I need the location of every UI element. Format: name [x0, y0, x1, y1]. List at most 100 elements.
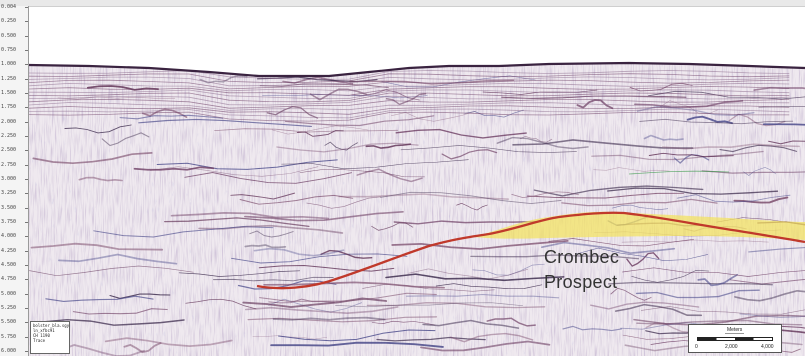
reflector-line	[486, 317, 536, 327]
reflector-line	[123, 342, 162, 354]
reflector-line	[184, 172, 352, 184]
reflector-line	[271, 125, 369, 135]
reflector-line	[356, 168, 423, 183]
shallow-reflector-line	[29, 70, 790, 80]
reflector-line	[178, 270, 301, 277]
reflector-line	[591, 150, 764, 161]
reflector-line	[622, 267, 805, 277]
reflector-line	[614, 303, 703, 317]
reflector-line	[676, 194, 791, 203]
reflector-line	[647, 90, 805, 100]
reflector-line	[306, 196, 382, 209]
reflector-line	[435, 283, 543, 289]
time-tick-label: 1.000	[1, 61, 29, 67]
reflector-line	[376, 336, 486, 342]
reflector-line	[512, 139, 694, 149]
reflector-line	[527, 192, 684, 199]
time-axis: 0.004 0.250 0.500 0.750 1.000 1.250 1.500 1.750…	[0, 4, 29, 356]
reflector-line	[768, 138, 805, 145]
reflector-line	[45, 295, 154, 302]
reflector-line	[496, 136, 589, 150]
scale-bar: Meters 0 2,000 4,000	[688, 324, 782, 353]
reflector-line	[335, 302, 523, 308]
scale-label-0: 0	[695, 344, 698, 350]
reflector-line	[380, 191, 562, 205]
reflector-line	[719, 144, 798, 153]
reflector-line	[259, 292, 437, 302]
scale-label-2: 4,000	[761, 344, 774, 350]
reflector-line	[150, 166, 319, 177]
reflector-line	[631, 269, 710, 283]
reflector-line	[244, 210, 404, 222]
reflector-line	[395, 128, 527, 139]
reflector-line	[381, 75, 536, 88]
time-tick-label: 6.000	[1, 348, 29, 354]
reflector-line	[365, 143, 412, 149]
reflector-line	[170, 212, 330, 220]
reflector-line	[309, 88, 368, 101]
time-tick-label: 3.500	[1, 205, 29, 211]
reflector-line	[272, 316, 386, 321]
reflector-line	[263, 281, 445, 289]
reflector-line	[138, 118, 312, 127]
reflector-line	[561, 198, 718, 207]
time-tick-label: 4.000	[1, 233, 29, 239]
reflector-line	[371, 222, 414, 231]
reflector-line	[400, 145, 577, 153]
trace-info-box: bolster_bla.sgy ln_xfbc91 CH 1190 Trace	[30, 321, 70, 354]
time-tick-label: 4.250	[1, 248, 29, 254]
reflector-line	[320, 249, 373, 259]
info-line: ln_xfbc91	[33, 328, 55, 333]
reflector-line	[214, 128, 399, 133]
reflector-line	[276, 142, 419, 153]
reflector-line	[104, 337, 233, 347]
reflector-line	[101, 132, 150, 147]
reflector-line	[299, 169, 425, 178]
reflector-line	[748, 246, 805, 260]
reflector-line	[607, 187, 779, 195]
reflector-line	[519, 135, 553, 143]
reflector-line	[449, 332, 534, 343]
reflector-line	[533, 185, 704, 197]
time-tick-label: 1.750	[1, 104, 29, 110]
reflector-line	[612, 204, 669, 211]
time-tick-label: 3.000	[1, 176, 29, 182]
reflector-line	[141, 108, 188, 118]
reflector-line	[57, 96, 176, 100]
reflector-line	[270, 341, 444, 348]
reflector-line	[199, 74, 248, 84]
reflector-line	[266, 106, 319, 119]
info-line: Trace	[33, 338, 46, 343]
reflector-line	[548, 238, 694, 247]
time-tick-label: 0.500	[1, 33, 29, 39]
subsurface-reflections	[29, 63, 805, 356]
reflector-line	[385, 273, 565, 282]
reflector-line	[686, 115, 734, 125]
reflector-line	[441, 149, 498, 160]
reflector-line	[464, 109, 524, 118]
scale-label-1: 2,000	[725, 344, 738, 350]
time-tick-label: 3.750	[1, 219, 29, 225]
shallow-reflector-line	[29, 76, 790, 87]
reflector-line	[324, 141, 358, 151]
reflector-line	[156, 159, 338, 170]
time-tick-label: 2.750	[1, 162, 29, 168]
reflector-line	[511, 191, 580, 198]
reflector-line	[244, 244, 287, 249]
reflector-line	[72, 308, 168, 315]
reflector-line	[253, 247, 345, 257]
shallow-reflector-line	[29, 89, 790, 99]
reflector-line	[734, 289, 805, 302]
reflector-line	[268, 298, 363, 313]
reflector-line	[626, 252, 660, 267]
shallow-reflector-line	[29, 82, 790, 92]
reflector-line	[593, 167, 670, 172]
reflector-line	[608, 281, 773, 286]
seafloor-horizon	[29, 61, 805, 78]
time-tick-label: 3.250	[1, 190, 29, 196]
reflector-line	[640, 306, 805, 315]
shallow-reflector-line	[29, 111, 790, 122]
reflector-line	[590, 301, 700, 310]
shallow-reflector-line	[29, 102, 790, 111]
time-tick-label: 2.000	[1, 119, 29, 125]
